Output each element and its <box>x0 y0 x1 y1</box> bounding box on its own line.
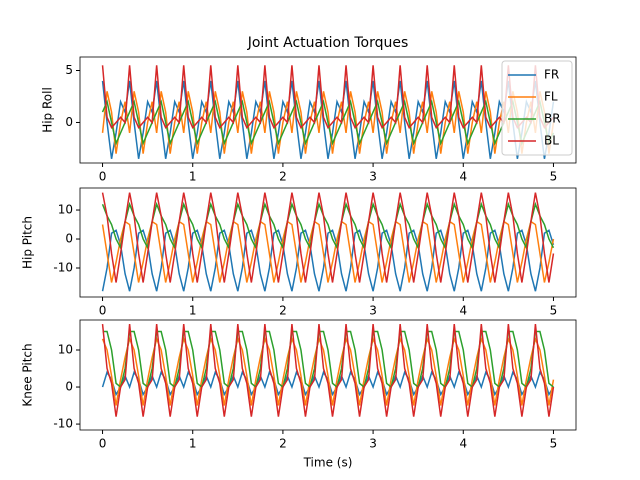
legend-label: BL <box>544 134 559 148</box>
x-tick-label: 2 <box>279 170 287 184</box>
series-line <box>101 99 555 146</box>
x-tick-label: 1 <box>189 304 197 318</box>
y-tick-label: 0 <box>65 380 73 394</box>
plot-lines <box>101 65 555 159</box>
y-tick-label: 10 <box>58 343 73 357</box>
y-axis-label: Knee Pitch <box>21 343 35 406</box>
legend-box <box>501 60 573 156</box>
x-tick-label: 1 <box>189 437 197 451</box>
chart-title: Joint Actuation Torques <box>247 35 409 51</box>
legend-label: FL <box>544 90 558 104</box>
x-tick-label: 2 <box>279 304 287 318</box>
x-tick-label: 3 <box>369 437 377 451</box>
x-axis-label: Time (s) <box>303 456 353 470</box>
y-axis-label: Hip Roll <box>41 87 55 133</box>
x-tick-label: 5 <box>550 170 558 184</box>
y-tick-label: 0 <box>65 115 73 129</box>
x-tick-label: 3 <box>369 304 377 318</box>
axes-frame <box>79 319 577 431</box>
axes-frame <box>79 56 577 164</box>
x-tick-label: 4 <box>459 170 467 184</box>
x-tick-label: 0 <box>99 304 107 318</box>
x-tick-label: 3 <box>369 170 377 184</box>
series-line <box>101 201 555 251</box>
y-tick-label: 10 <box>58 203 73 217</box>
legend-label: BR <box>544 112 561 126</box>
x-tick-label: 4 <box>459 304 467 318</box>
series-line <box>101 192 555 283</box>
series-line <box>101 323 555 417</box>
x-tick-label: 2 <box>279 437 287 451</box>
axes-frame <box>79 187 577 298</box>
y-tick-label: -10 <box>53 417 73 431</box>
x-tick-label: 0 <box>99 437 107 451</box>
plot-lines <box>101 192 555 292</box>
x-tick-label: 4 <box>459 437 467 451</box>
legend-label: FR <box>544 68 559 82</box>
x-tick-label: 0 <box>99 170 107 184</box>
y-tick-label: 5 <box>65 63 73 77</box>
x-tick-label: 5 <box>550 437 558 451</box>
plot-lines <box>101 323 555 417</box>
series-line <box>101 65 555 130</box>
x-tick-label: 1 <box>189 170 197 184</box>
series-line <box>101 229 555 292</box>
y-tick-label: 0 <box>65 232 73 246</box>
y-axis-label: Hip Pitch <box>21 216 35 269</box>
y-tick-label: -10 <box>53 261 73 275</box>
x-tick-label: 5 <box>550 304 558 318</box>
